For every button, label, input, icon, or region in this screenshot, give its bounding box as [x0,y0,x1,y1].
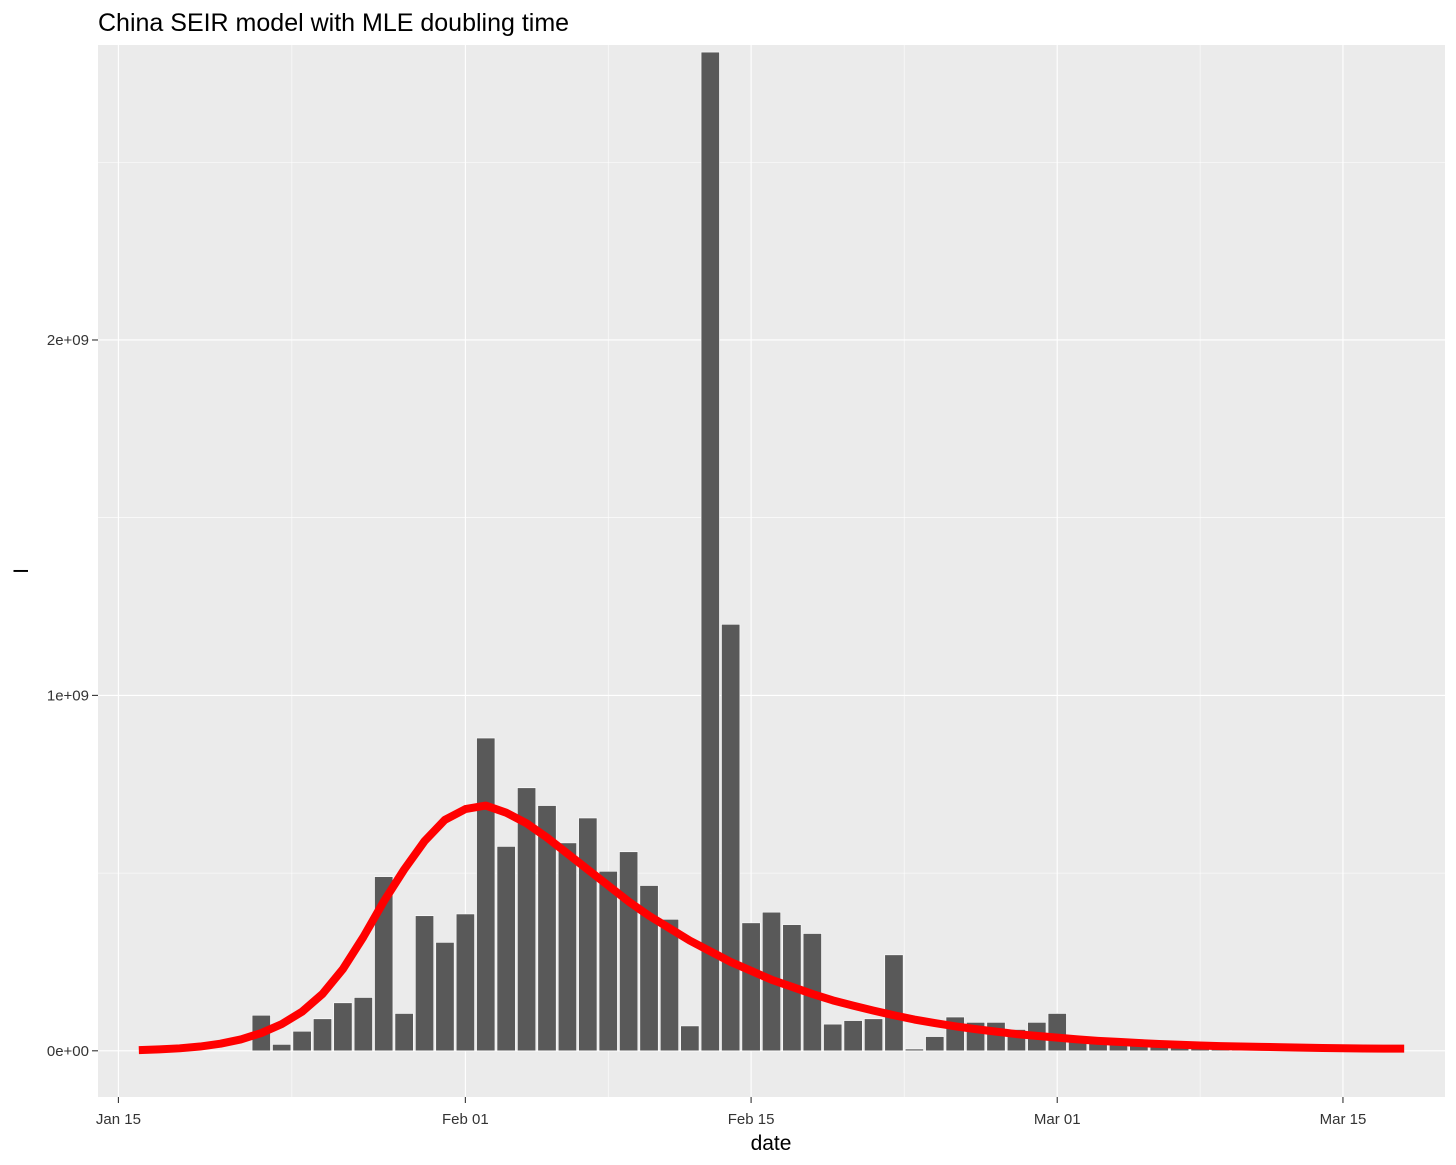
x-tick-label: Mar 01 [1034,1111,1081,1128]
chart-title: China SEIR model with MLE doubling time [98,9,569,37]
bar [517,787,537,1052]
x-tick-label: Jan 15 [96,1111,141,1128]
bar [292,1030,312,1052]
bar [455,913,475,1052]
bar [394,1013,414,1052]
bar [537,805,557,1052]
bar [864,1018,884,1052]
bar [496,846,516,1052]
x-tick-label: Mar 15 [1320,1111,1367,1128]
y-tick-label: 0e+00 [47,1043,89,1060]
x-axis-title: date [751,1132,792,1155]
x-tick-label: Feb 15 [728,1111,775,1128]
bar [578,817,598,1052]
bar [700,51,720,1052]
bar [476,737,496,1052]
x-axis: Jan 15 Feb 01 Feb 15 Mar 01 Mar 15 [96,1097,1366,1128]
model-curve [138,801,1405,1055]
y-tick-label: 2e+09 [47,332,89,349]
bar [557,842,577,1052]
bar [986,1022,1006,1052]
y-axis: 0e+00 1e+09 2e+09 [47,332,98,1060]
bar [313,1018,332,1052]
model-curve-layer [138,801,1405,1055]
bar [843,1020,863,1052]
bar [884,954,904,1052]
y-axis-title: I [10,568,33,574]
bar [904,1048,924,1052]
bar [353,997,373,1052]
bar [659,918,679,1052]
y-tick-label: 1e+09 [47,687,89,704]
x-tick-label: Feb 01 [442,1111,489,1128]
bar [823,1023,843,1052]
bar [435,942,455,1052]
grid-minor [98,45,1445,1097]
bar [598,871,618,1052]
bar [374,876,394,1052]
bar [639,885,659,1052]
bar [272,1044,292,1052]
bar [415,915,435,1052]
bar [619,851,639,1052]
bar [925,1036,945,1052]
bar [333,1002,353,1052]
bar [680,1025,700,1052]
bar [721,624,741,1052]
bar [1047,1013,1067,1052]
bar [741,922,761,1052]
